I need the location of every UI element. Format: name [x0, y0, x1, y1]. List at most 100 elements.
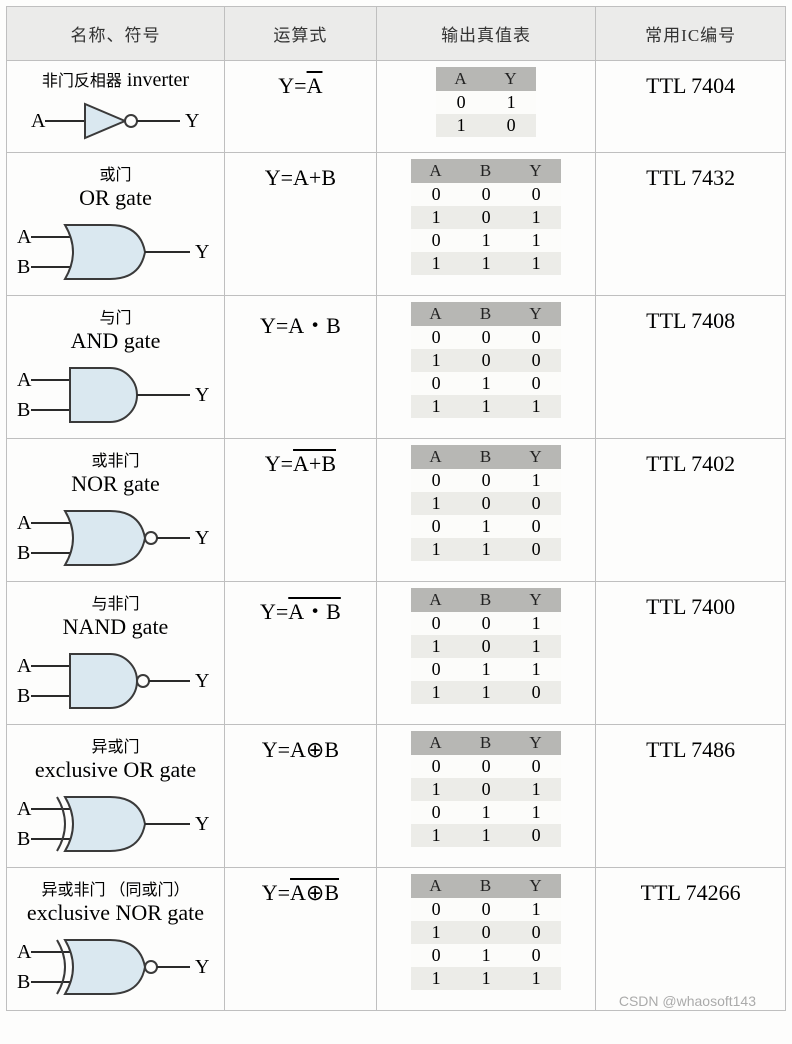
truth-cell: 1 [461, 372, 511, 395]
svg-text:Y: Y [195, 813, 209, 835]
truth-cell: 1 [511, 612, 561, 635]
svg-text:Y: Y [195, 527, 209, 549]
gate-row-or: 或门 OR gate A B Y Y=A+B ABY000101011111 T… [7, 153, 786, 296]
ic-number: TTL 7402 [600, 445, 781, 477]
truth-header: B [461, 302, 511, 326]
truth-cell: 1 [461, 967, 511, 990]
truth-table: ABY001100010111 [411, 874, 561, 990]
truth-row: 100 [411, 492, 561, 515]
gate-symbol: A B Y [15, 787, 215, 861]
gate-row-nor: 或非门 NOR gate A B Y Y=A+B ABY001100010110… [7, 439, 786, 582]
svg-text:A: A [17, 512, 32, 534]
truth-cell: 0 [511, 921, 561, 944]
truth-cell: 0 [511, 755, 561, 778]
svg-text:A: A [17, 226, 32, 248]
truth-header: B [461, 159, 511, 183]
gate-row-nand: 与非门 NAND gate A B Y Y=A・B ABY00110101111… [7, 582, 786, 725]
truth-row: 001 [411, 898, 561, 921]
truth-row: 011 [411, 801, 561, 824]
ic-number: TTL 74266 [600, 874, 781, 906]
truth-table: AY0110 [436, 67, 536, 137]
svg-text:B: B [17, 256, 30, 278]
truth-row: 101 [411, 635, 561, 658]
truth-header: B [461, 588, 511, 612]
truth-cell: 0 [511, 681, 561, 704]
truth-row: 111 [411, 967, 561, 990]
gate-title-cn: 或非门 [11, 447, 220, 471]
truth-header: Y [511, 445, 561, 469]
truth-cell: 1 [486, 91, 536, 114]
truth-header: A [411, 588, 461, 612]
gate-title-cn: 异或非门 （同或门） [11, 876, 220, 900]
truth-cell: 0 [511, 944, 561, 967]
logic-gates-table: 名称、符号 运算式 输出真值表 常用IC编号 非门反相器 inverter A … [6, 6, 786, 1011]
truth-cell: 1 [411, 967, 461, 990]
truth-cell: 1 [411, 349, 461, 372]
truth-cell: 0 [411, 898, 461, 921]
svg-text:Y: Y [195, 384, 209, 406]
gate-title: 非门反相器 inverter [11, 67, 220, 92]
truth-cell: 1 [436, 114, 486, 137]
truth-table: ABY000100010111 [411, 302, 561, 418]
header-name: 名称、符号 [7, 7, 225, 61]
truth-cell: 1 [461, 658, 511, 681]
truth-header: B [461, 445, 511, 469]
truth-row: 010 [411, 515, 561, 538]
truth-header: A [411, 731, 461, 755]
truth-cell: 0 [461, 469, 511, 492]
svg-text:A: A [17, 655, 32, 677]
gate-title-en: OR gate [11, 185, 220, 211]
gate-expression: Y=A・B [229, 302, 372, 340]
gate-title-cn: 与门 [11, 304, 220, 328]
truth-cell: 0 [511, 372, 561, 395]
truth-cell: 1 [411, 492, 461, 515]
truth-cell: 0 [461, 755, 511, 778]
truth-cell: 0 [411, 326, 461, 349]
truth-table: ABY000101011110 [411, 731, 561, 847]
gate-expression: Y=A⊕B [229, 731, 372, 763]
truth-row: 101 [411, 778, 561, 801]
truth-cell: 0 [511, 824, 561, 847]
truth-row: 01 [436, 91, 536, 114]
truth-row: 10 [436, 114, 536, 137]
truth-header: B [461, 874, 511, 898]
truth-cell: 0 [511, 515, 561, 538]
truth-cell: 0 [511, 492, 561, 515]
truth-cell: 0 [461, 349, 511, 372]
truth-row: 011 [411, 229, 561, 252]
truth-cell: 0 [461, 326, 511, 349]
truth-row: 110 [411, 681, 561, 704]
truth-row: 100 [411, 349, 561, 372]
truth-cell: 1 [461, 515, 511, 538]
ic-number: TTL 7404 [600, 67, 781, 99]
gate-title-en: NOR gate [11, 471, 220, 497]
gate-row-xnor: 异或非门 （同或门） exclusive NOR gate A B Y Y=A⊕… [7, 868, 786, 1011]
ic-number: TTL 7400 [600, 588, 781, 620]
ic-number: TTL 7408 [600, 302, 781, 334]
truth-cell: 0 [411, 372, 461, 395]
truth-cell: 1 [411, 921, 461, 944]
truth-cell: 0 [411, 469, 461, 492]
truth-cell: 1 [411, 778, 461, 801]
truth-cell: 1 [461, 252, 511, 275]
gate-symbol: A B Y [15, 358, 215, 432]
truth-cell: 0 [461, 635, 511, 658]
truth-header: A [411, 874, 461, 898]
svg-text:B: B [17, 685, 30, 707]
truth-cell: 0 [461, 206, 511, 229]
truth-row: 000 [411, 183, 561, 206]
truth-header: A [411, 302, 461, 326]
truth-row: 100 [411, 921, 561, 944]
truth-cell: 1 [511, 778, 561, 801]
truth-cell: 0 [411, 658, 461, 681]
gate-title-en: exclusive NOR gate [11, 900, 220, 926]
truth-cell: 1 [411, 538, 461, 561]
truth-cell: 1 [511, 801, 561, 824]
truth-row: 110 [411, 824, 561, 847]
gate-expression: Y=A [229, 67, 372, 99]
truth-row: 001 [411, 612, 561, 635]
gate-title-cn: 或门 [11, 161, 220, 185]
truth-row: 000 [411, 755, 561, 778]
truth-cell: 0 [511, 183, 561, 206]
truth-cell: 0 [511, 326, 561, 349]
